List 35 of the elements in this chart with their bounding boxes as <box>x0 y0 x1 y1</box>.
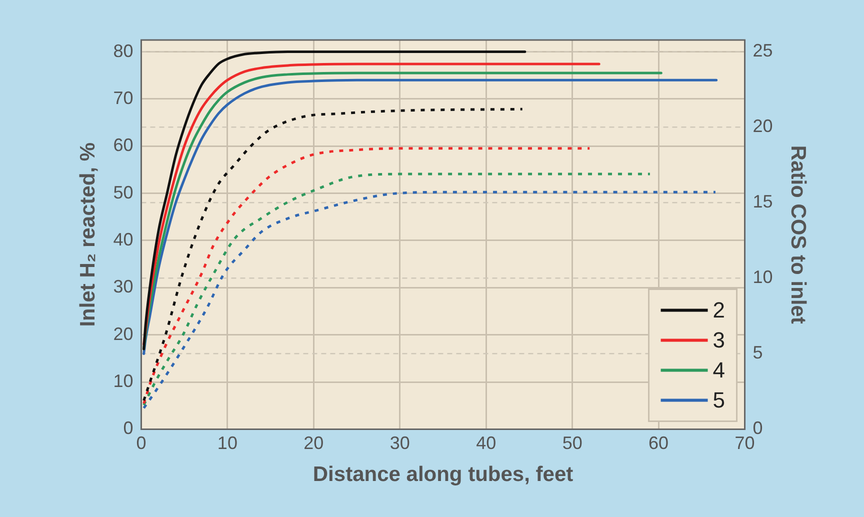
x-tick-label: 60 <box>648 432 669 453</box>
x-tick-label: 10 <box>217 432 238 453</box>
y-tick-label: 50 <box>113 182 134 202</box>
x-tick-label: 20 <box>304 432 324 453</box>
y-tick-label: 70 <box>113 88 134 108</box>
y-tick-label: 20 <box>113 324 134 344</box>
line-series <box>142 172 652 406</box>
legend-label: 4 <box>712 357 726 382</box>
y2-tick-label: 0 <box>752 418 763 438</box>
y-tick-label: 80 <box>113 40 134 61</box>
line-series <box>142 147 591 405</box>
y-axis-title: Inlet H₂ reacted, % <box>76 142 100 327</box>
line-series <box>142 108 524 402</box>
line-series <box>142 62 600 346</box>
x-tick-label: 70 <box>734 432 755 453</box>
legend-label: 2 <box>712 297 726 322</box>
legend-label: 3 <box>712 327 726 352</box>
y-tick-label: 0 <box>123 418 134 438</box>
y2-tick-label: 20 <box>752 116 773 136</box>
y-tick-label: 40 <box>113 229 134 250</box>
y2-tick-label: 25 <box>752 40 773 61</box>
x-axis-title: Distance along tubes, feet <box>312 463 574 486</box>
y-tick-label: 10 <box>113 370 134 391</box>
y2-tick-label: 5 <box>752 342 763 363</box>
x-tick-label: 50 <box>562 432 582 453</box>
y2-tick-label: 10 <box>752 267 773 288</box>
x-tick-label: 30 <box>390 432 410 453</box>
y2-axis-title: Ratio COS to inlet <box>786 145 810 324</box>
legend-label: 5 <box>712 387 726 412</box>
x-tick-label: 40 <box>476 432 496 453</box>
y2-tick-label: 15 <box>752 192 773 212</box>
x-tick-label: 0 <box>136 432 146 453</box>
y-tick-label: 30 <box>113 276 134 297</box>
y-tick-label: 60 <box>113 135 134 156</box>
line-series <box>142 50 526 350</box>
